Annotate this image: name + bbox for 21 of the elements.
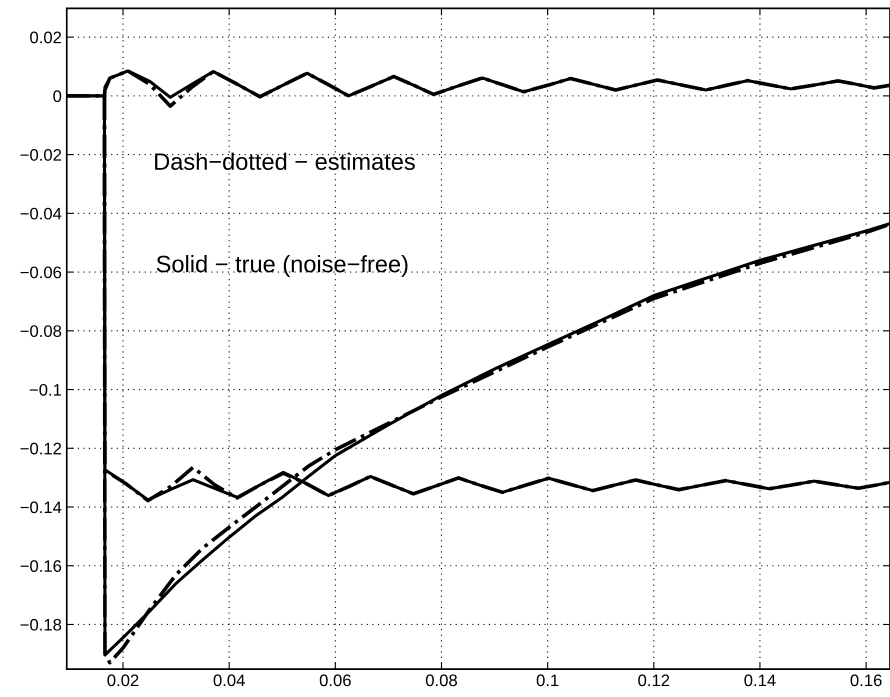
y-tick-label: 0 <box>53 90 62 102</box>
y-tick-label: −0.08 <box>20 325 62 338</box>
x-tick-label: 0.1 <box>536 674 558 686</box>
y-tick-label: −0.18 <box>20 618 62 631</box>
x-tick-label: 0.08 <box>426 674 457 686</box>
annotation: Solid − true (noise−free) <box>156 255 408 278</box>
y-tick-label: −0.04 <box>20 208 62 220</box>
x-tick-label: 0.02 <box>107 674 138 686</box>
x-tick-label: 0.16 <box>850 674 882 686</box>
x-tick-label: 0.06 <box>320 674 351 686</box>
x-tick-label: 0.12 <box>638 674 670 686</box>
y-tick-label: −0.1 <box>30 384 62 396</box>
x-tick-label: 0.14 <box>744 674 776 686</box>
y-tick-label: −0.14 <box>20 501 62 514</box>
y-tick-label: −0.02 <box>20 149 62 161</box>
y-tick-label: 0.02 <box>30 32 62 44</box>
y-tick-label: −0.06 <box>20 266 62 278</box>
y-tick-label: −0.16 <box>20 560 62 572</box>
annotation: Dash−dotted − estimates <box>155 152 415 170</box>
y-tick-label: −0.12 <box>20 442 62 454</box>
x-tick-label: 0.04 <box>214 674 245 686</box>
